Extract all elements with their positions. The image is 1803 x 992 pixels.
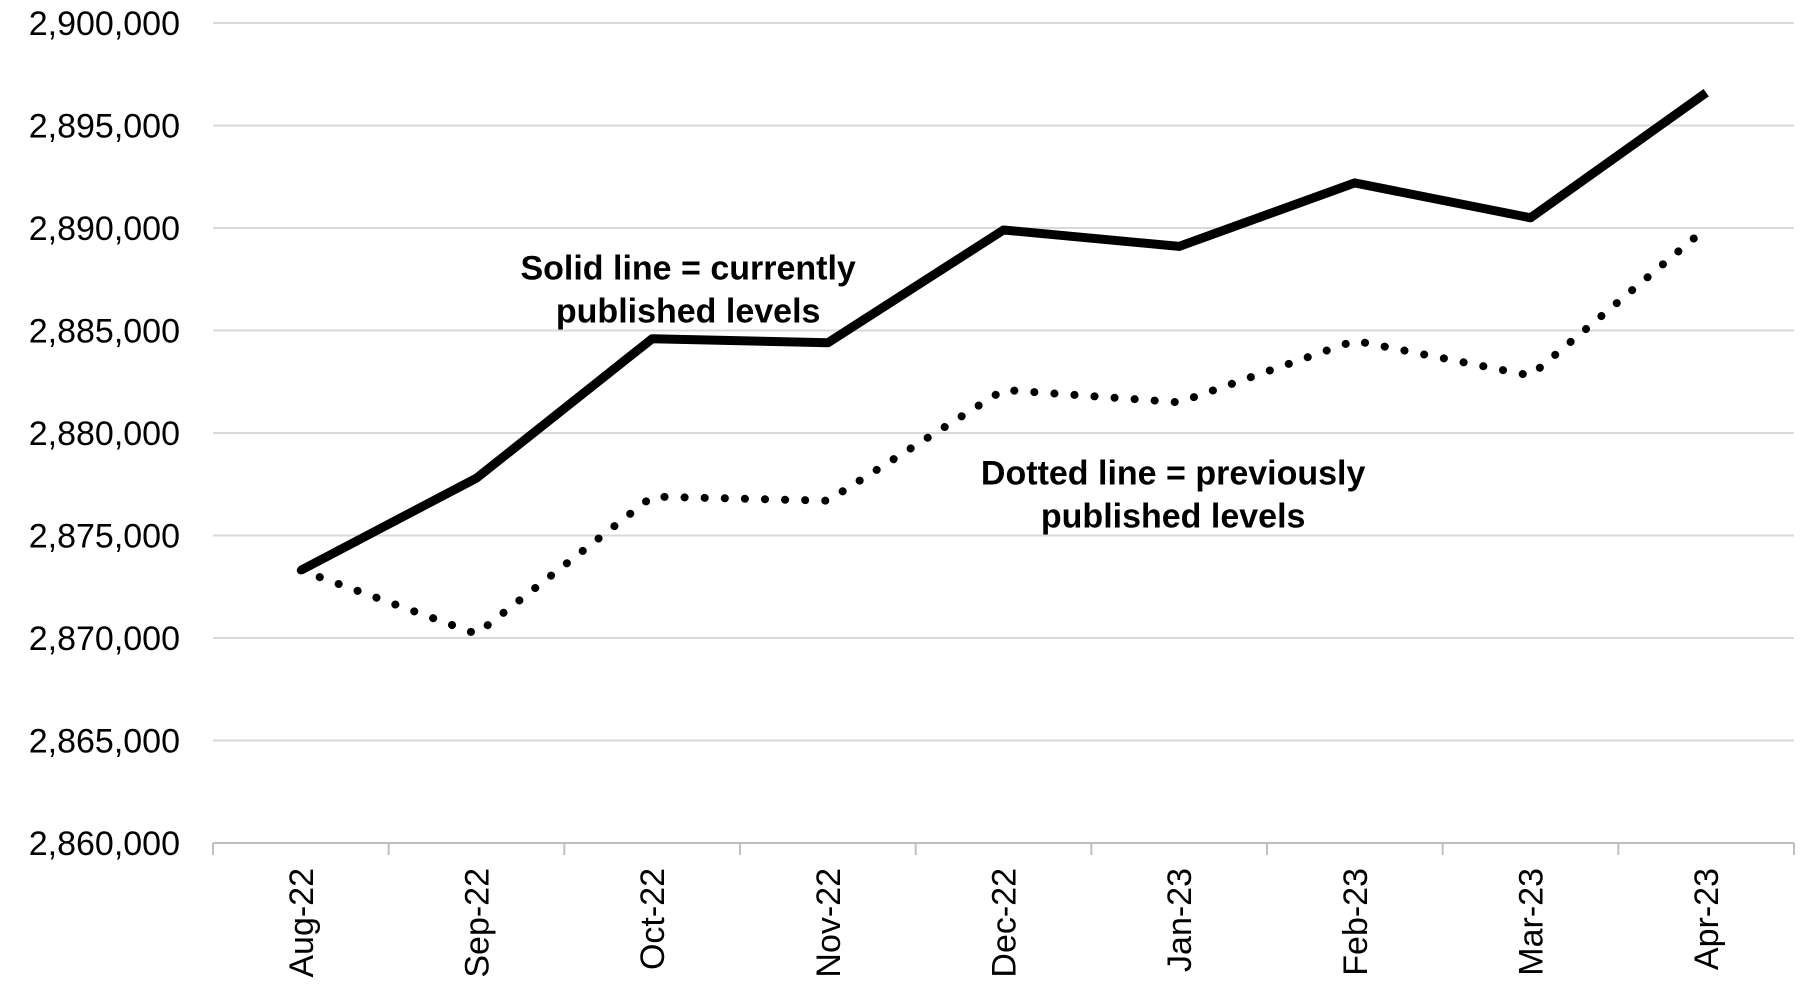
- x-axis-ticks: Aug-22 Sep-22 Oct-22 Nov-22 Dec-22 Jan-23 Feb-…: [283, 868, 1726, 978]
- annotation-line: published levels: [1041, 497, 1306, 535]
- x-tick-label: Aug-22: [283, 868, 321, 978]
- y-tick-label: 2,875,000: [29, 518, 180, 556]
- annotation-line: Dotted line = previously: [981, 454, 1366, 492]
- y-axis-ticks: 2,860,000 2,865,000 2,870,000 2,875,000 2,88…: [29, 5, 180, 863]
- gridlines: [213, 22, 1794, 742]
- x-tick-label: Oct-22: [634, 868, 672, 970]
- y-tick-label: 2,880,000: [29, 415, 180, 453]
- y-tick-label: 2,890,000: [29, 210, 180, 248]
- annotation-line: Solid line = currently: [520, 249, 855, 287]
- x-tick-label: Jan-23: [1161, 868, 1199, 972]
- annotation-dotted-line: Dotted line = previously published levels: [981, 454, 1366, 535]
- annotation-solid-line: Solid line = currently published levels: [520, 249, 855, 330]
- series-line-dotted: [296, 224, 1711, 638]
- x-tick-label: Apr-23: [1688, 868, 1726, 970]
- series-layer: [296, 89, 1711, 638]
- y-tick-label: 2,870,000: [29, 620, 180, 658]
- x-tick-label: Mar-23: [1513, 868, 1551, 976]
- y-tick-label: 2,885,000: [29, 313, 180, 351]
- annotation-layer: Solid line = currently published levelsDo…: [520, 249, 1365, 535]
- y-tick-label: 2,860,000: [29, 825, 180, 863]
- y-tick-label: 2,900,000: [29, 5, 180, 43]
- y-tick-label: 2,895,000: [29, 108, 180, 146]
- x-tick-label: Dec-22: [986, 868, 1024, 978]
- y-tick-label: 2,865,000: [29, 723, 180, 761]
- x-tick-label: Sep-22: [459, 868, 497, 978]
- x-tick-label: Feb-23: [1337, 868, 1375, 976]
- series-line-solid: [298, 89, 1709, 575]
- x-axis: [212, 842, 1795, 855]
- x-tick-label: Nov-22: [810, 868, 848, 978]
- annotation-line: published levels: [556, 292, 821, 330]
